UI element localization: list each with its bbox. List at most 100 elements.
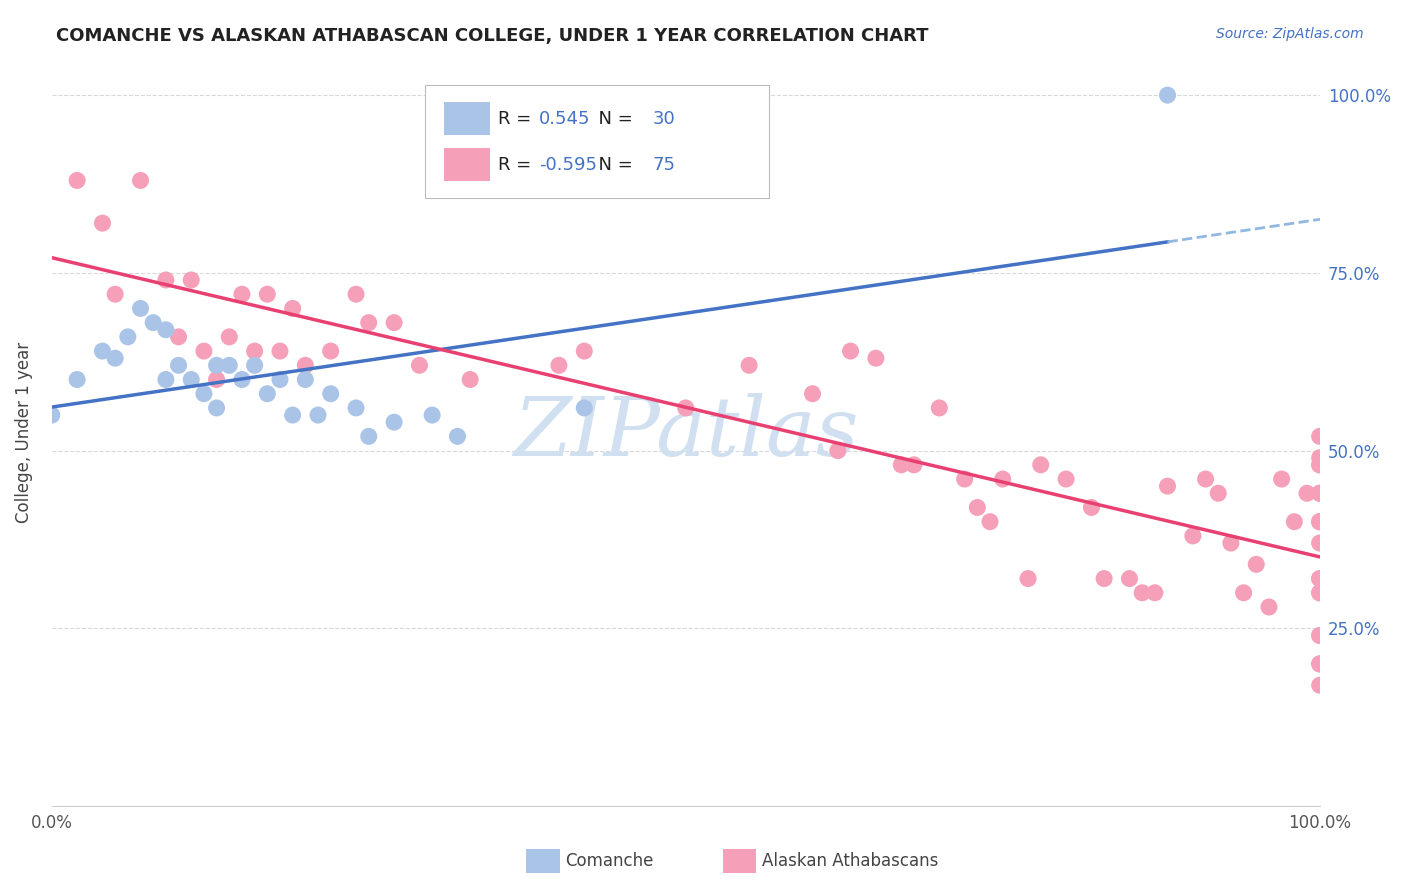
Point <box>294 372 316 386</box>
Point <box>1309 586 1331 600</box>
Text: N =: N = <box>588 156 638 174</box>
Point <box>1118 572 1140 586</box>
Point <box>675 401 697 415</box>
Point <box>1017 572 1039 586</box>
Point <box>1309 450 1331 465</box>
Text: COMANCHE VS ALASKAN ATHABASCAN COLLEGE, UNDER 1 YEAR CORRELATION CHART: COMANCHE VS ALASKAN ATHABASCAN COLLEGE, … <box>56 27 929 45</box>
Point <box>91 344 114 359</box>
Text: R =: R = <box>498 110 543 128</box>
Point <box>1309 572 1331 586</box>
Point <box>446 429 468 443</box>
Point <box>1232 586 1254 600</box>
Point <box>104 287 127 301</box>
Point <box>1206 486 1229 500</box>
Point <box>243 344 266 359</box>
Point <box>205 359 228 373</box>
Point <box>458 372 481 386</box>
Point <box>1284 515 1306 529</box>
Point <box>979 515 1001 529</box>
Point <box>1309 628 1331 642</box>
Point <box>205 401 228 415</box>
Point <box>129 301 152 316</box>
Text: Alaskan Athabascans: Alaskan Athabascans <box>762 852 938 871</box>
Point <box>91 216 114 230</box>
Point <box>66 173 89 187</box>
Point <box>1309 486 1331 500</box>
Point <box>574 401 596 415</box>
Point <box>1309 458 1331 472</box>
Point <box>890 458 912 472</box>
Point <box>1309 628 1331 642</box>
Point <box>966 500 988 515</box>
Point <box>1309 429 1331 443</box>
Point <box>1309 515 1331 529</box>
Point <box>1309 515 1331 529</box>
Point <box>839 344 862 359</box>
Point <box>382 316 405 330</box>
Point <box>928 401 950 415</box>
Text: Source: ZipAtlas.com: Source: ZipAtlas.com <box>1216 27 1364 41</box>
Point <box>256 386 278 401</box>
Point <box>991 472 1014 486</box>
Point <box>218 359 240 373</box>
Point <box>167 330 190 344</box>
Point <box>180 372 202 386</box>
Text: 0.545: 0.545 <box>540 110 591 128</box>
Point <box>382 415 405 429</box>
Y-axis label: College, Under 1 year: College, Under 1 year <box>15 343 32 524</box>
Text: Comanche: Comanche <box>565 852 654 871</box>
Point <box>231 372 253 386</box>
Point <box>344 287 367 301</box>
Point <box>231 287 253 301</box>
Point <box>142 316 165 330</box>
Text: -0.595: -0.595 <box>540 156 598 174</box>
Point <box>307 408 329 422</box>
Point <box>243 359 266 373</box>
Point <box>548 359 571 373</box>
Point <box>1246 558 1268 572</box>
Point <box>420 408 443 422</box>
Point <box>41 408 63 422</box>
Point <box>1219 536 1241 550</box>
Point <box>256 287 278 301</box>
Text: R =: R = <box>498 156 537 174</box>
Point <box>1143 586 1166 600</box>
Point <box>1309 657 1331 671</box>
Point <box>574 344 596 359</box>
Point <box>1258 600 1281 615</box>
Point <box>294 359 316 373</box>
Point <box>117 330 139 344</box>
Point <box>1156 88 1178 103</box>
Point <box>205 372 228 386</box>
Point <box>357 316 380 330</box>
Point <box>129 173 152 187</box>
Point <box>193 344 215 359</box>
Point <box>903 458 925 472</box>
Point <box>1309 657 1331 671</box>
Point <box>155 372 177 386</box>
Point <box>801 386 824 401</box>
Point <box>344 401 367 415</box>
Point <box>66 372 89 386</box>
Point <box>1271 472 1294 486</box>
Point <box>269 344 291 359</box>
Point <box>155 273 177 287</box>
Point <box>1080 500 1102 515</box>
Point <box>1309 486 1331 500</box>
Point <box>104 351 127 366</box>
Point <box>180 273 202 287</box>
Point <box>1296 486 1319 500</box>
Point <box>865 351 887 366</box>
Point <box>827 443 849 458</box>
Point <box>319 386 342 401</box>
Point <box>357 429 380 443</box>
Point <box>193 386 215 401</box>
Point <box>319 344 342 359</box>
Point <box>1092 572 1115 586</box>
Point <box>155 323 177 337</box>
Point <box>269 372 291 386</box>
Point <box>408 359 430 373</box>
Point <box>1309 678 1331 692</box>
Point <box>1156 479 1178 493</box>
Point <box>1181 529 1204 543</box>
